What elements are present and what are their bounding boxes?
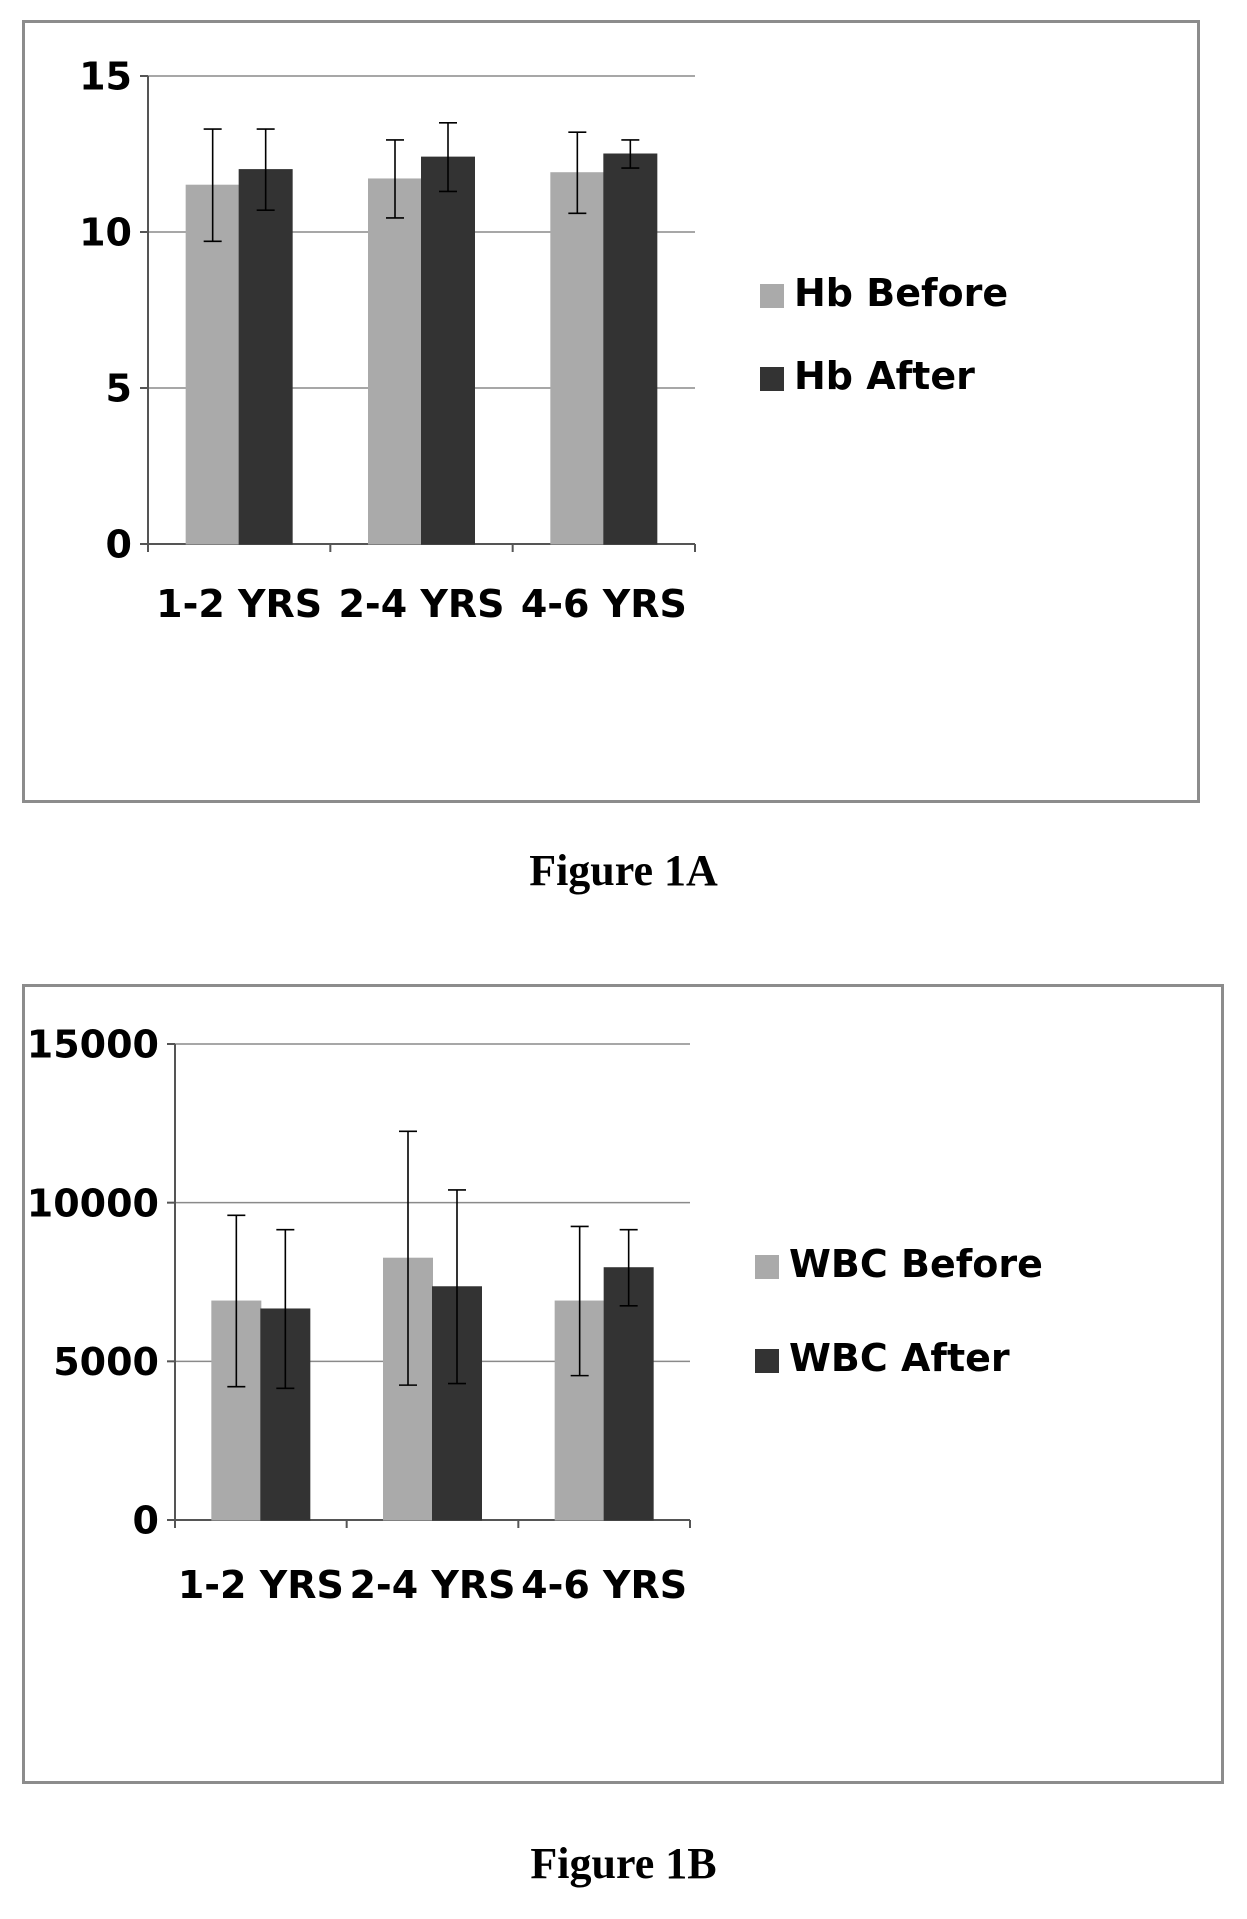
x-tick-label: 2-4 YRS — [349, 1563, 515, 1607]
bar — [550, 172, 605, 545]
bar — [603, 153, 658, 545]
y-tick-label: 10000 — [27, 1181, 159, 1225]
legend-swatch — [760, 367, 784, 391]
x-tick-label: 1-2 YRS — [178, 1563, 344, 1607]
chart-wbc: 0 5000 10000 15000 1-2 YRS 2-4 YRS 4-6 YRS WBC … — [27, 1023, 1043, 1607]
x-tick-label: 2-4 YRS — [338, 582, 504, 626]
legend-label: Hb After — [794, 354, 975, 398]
bar — [185, 184, 240, 545]
bar — [368, 178, 422, 545]
chart-frame-hb: 0 5 10 15 1-2 YRS 2-4 YRS 4-6 YRS Hb Before Hb A… — [22, 20, 1200, 803]
legend-swatch — [760, 284, 784, 308]
legend-swatch — [755, 1349, 779, 1373]
bar — [421, 156, 475, 545]
chart-hb: 0 5 10 15 1-2 YRS 2-4 YRS 4-6 YRS Hb Before Hb A… — [79, 55, 1008, 626]
chart-frame-wbc: 0 5000 10000 15000 1-2 YRS 2-4 YRS 4-6 YRS WBC … — [22, 984, 1224, 1784]
bar — [238, 169, 293, 545]
x-tick-label: 4-6 YRS — [521, 1563, 687, 1607]
y-tick-label: 5000 — [53, 1340, 159, 1384]
legend-label: WBC Before — [789, 1242, 1043, 1286]
legend-label: Hb Before — [794, 271, 1008, 315]
x-tick-label: 4-6 YRS — [521, 582, 687, 626]
y-tick-label: 0 — [133, 1499, 159, 1543]
y-tick-label: 15000 — [27, 1023, 159, 1067]
y-tick-label: 0 — [106, 523, 132, 567]
figure-caption-1a: Figure 1A — [529, 846, 718, 895]
x-tick-label: 1-2 YRS — [156, 582, 322, 626]
legend-swatch — [755, 1255, 779, 1279]
bar — [603, 1267, 654, 1521]
y-tick-label: 10 — [79, 211, 132, 255]
legend-label: WBC After — [789, 1336, 1010, 1380]
y-tick-label: 5 — [106, 367, 132, 411]
figure-caption-1b: Figure 1B — [530, 1839, 717, 1888]
y-tick-label: 15 — [79, 55, 132, 99]
